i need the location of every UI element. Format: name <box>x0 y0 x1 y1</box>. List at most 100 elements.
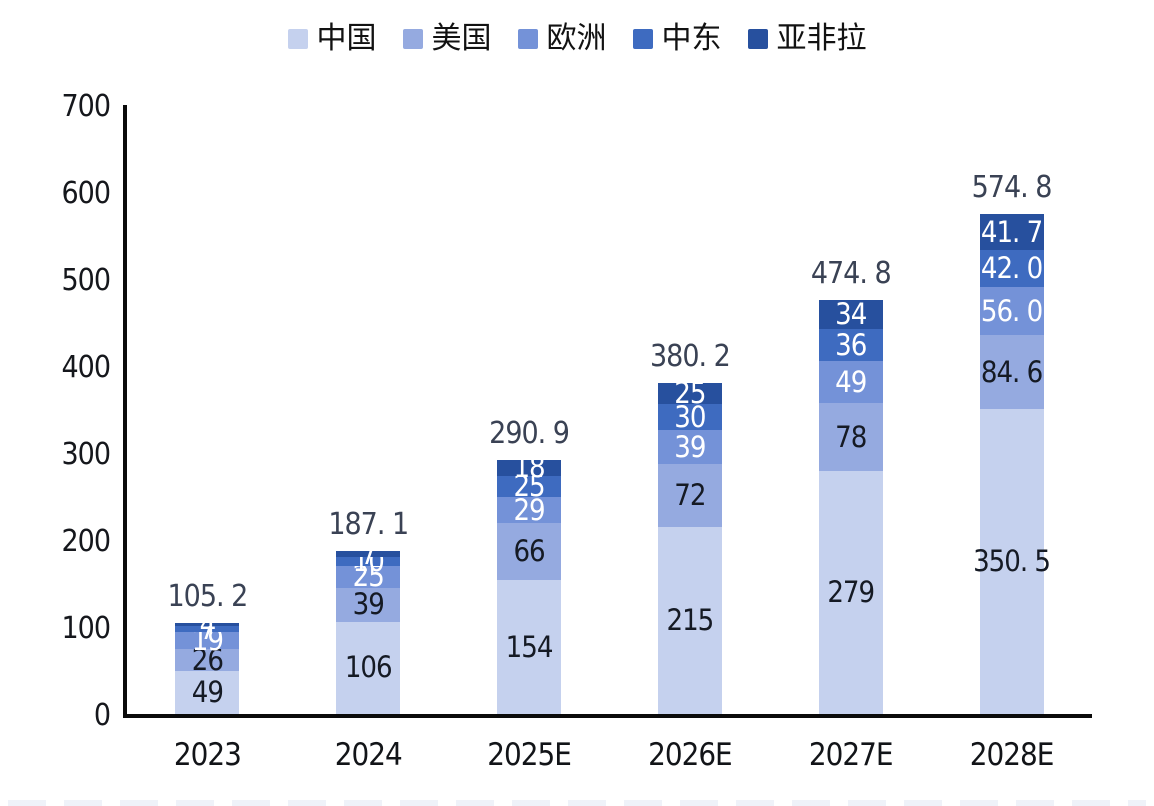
y-tick-label-300: 300 <box>61 437 111 472</box>
bar-group-2028E: 574. 8 350. 5 84. 6 56. 0 42. 0 41. 7 2028E <box>970 169 1055 770</box>
segment-value-label: 39 <box>352 587 385 622</box>
segment-value-label: 72 <box>674 478 706 513</box>
bar-stack: 279 78 49 36 34 <box>818 297 883 714</box>
bar-group-2025E: 290. 9 154 66 29 25 18 2025E <box>487 416 572 771</box>
legend-label: 美国 <box>431 21 492 56</box>
bar-segment-中东: 25 <box>497 472 562 501</box>
bar-segment-欧洲: 19 <box>175 626 240 655</box>
bar-segment-亚非拉: 41. 7 <box>979 213 1044 251</box>
bar-segment-美国: 72 <box>657 464 722 527</box>
x-axis-label-2027E: 2027E <box>808 737 894 773</box>
bar-segment-中东: 30 <box>657 399 722 434</box>
bar-group-2023: 105. 2 49 26 19 7 4 2023 <box>167 578 249 770</box>
bar-segment-亚非拉: 7 <box>336 539 401 568</box>
segment-value-label: 154 <box>505 629 554 664</box>
plot-area: 105. 2 49 26 19 7 4 2023 187. 1 106 39 25 10 7 2024 29… <box>123 105 1092 771</box>
bar-segment-欧洲: 56. 0 <box>979 286 1044 336</box>
legend-label: 中国 <box>316 21 377 56</box>
bar-stack: 350. 5 84. 6 56. 0 42. 0 41. 7 <box>973 213 1051 714</box>
bar-total-label: 187. 1 <box>328 507 409 543</box>
segment-value-label: 49 <box>191 675 224 710</box>
y-tick-label-400: 400 <box>61 350 111 385</box>
bar-group-2026E: 380. 2 215 72 39 30 25 2026E <box>648 338 733 770</box>
bar-stack: 215 72 39 30 25 <box>657 378 722 714</box>
segment-value-label: 39 <box>674 429 706 464</box>
legend-item-4: 亚非拉 <box>747 21 867 56</box>
bar-segment-中东: 36 <box>818 327 883 362</box>
bar-segment-中东: 42. 0 <box>979 250 1044 287</box>
bar-segment-欧洲: 29 <box>497 492 562 527</box>
bar-segment-中国: 106 <box>336 621 401 714</box>
segment-value-label: 215 <box>666 602 714 637</box>
segment-value-label: 279 <box>827 575 875 610</box>
bar-total-label: 474. 8 <box>810 255 892 291</box>
legend-item-0: 中国 <box>287 21 377 56</box>
legend: 中国 美国 欧洲 中东 亚非拉 <box>0 24 1154 54</box>
segment-value-label: 26 <box>191 642 224 677</box>
bar-segment-亚非拉: 4 <box>175 609 240 638</box>
legend-label: 中东 <box>661 21 722 56</box>
bar-stack: 106 39 25 10 7 <box>336 539 401 714</box>
segment-value-label: 25 <box>674 375 706 410</box>
segment-value-label: 34 <box>835 297 867 332</box>
legend-label: 亚非拉 <box>776 21 867 56</box>
legend-label: 欧洲 <box>546 21 607 56</box>
x-axis-label-2025E: 2025E <box>487 737 572 773</box>
bar-segment-美国: 78 <box>818 403 883 472</box>
x-axis-label-2028E: 2028E <box>969 737 1055 773</box>
y-tick-label-200: 200 <box>61 524 111 559</box>
bar-segment-中国: 154 <box>497 580 562 714</box>
segment-value-label: 56. 0 <box>980 293 1043 328</box>
bar-total-label: 105. 2 <box>167 578 249 614</box>
segment-value-label: 350. 5 <box>973 544 1051 579</box>
bar-group-2027E: 474. 8 279 78 49 36 34 2027E <box>809 255 894 770</box>
legend-swatch-icon <box>402 29 423 49</box>
bars-row: 105. 2 49 26 19 7 4 2023 187. 1 106 39 25 10 7 2024 29… <box>127 105 1092 771</box>
segment-value-label: 25 <box>513 469 545 504</box>
legend-swatch-icon <box>632 29 653 49</box>
bar-total-label: 380. 2 <box>649 338 731 374</box>
segment-value-label: 29 <box>513 492 545 527</box>
y-tick-label-500: 500 <box>61 263 111 298</box>
y-tick-label-100: 100 <box>61 611 111 646</box>
x-axis-label-2026E: 2026E <box>648 737 733 773</box>
bar-stack: 154 66 29 25 18 <box>497 453 562 714</box>
bar-segment-中东: 10 <box>336 547 401 576</box>
legend-swatch-icon <box>517 29 538 49</box>
legend-swatch-icon <box>287 29 308 49</box>
bar-total-label: 290. 9 <box>489 416 570 451</box>
bar-segment-美国: 26 <box>175 642 240 677</box>
y-tick-label-700: 700 <box>61 89 111 124</box>
segment-value-label: 49 <box>835 364 867 399</box>
segment-value-label: 30 <box>674 399 706 434</box>
legend-item-1: 美国 <box>402 21 492 56</box>
y-tick-label-600: 600 <box>61 176 111 211</box>
segment-value-label: 106 <box>344 650 393 685</box>
legend-item-2: 欧洲 <box>517 21 607 56</box>
bar-segment-中国: 350. 5 <box>973 409 1051 714</box>
segment-value-label: 25 <box>352 559 385 594</box>
bar-segment-中国: 49 <box>175 671 240 714</box>
bar-segment-欧洲: 25 <box>336 562 401 591</box>
bar-segment-美国: 39 <box>336 587 401 622</box>
segment-value-label: 36 <box>835 327 867 362</box>
segment-value-label: 78 <box>835 419 867 454</box>
legend-item-3: 中东 <box>632 21 722 56</box>
bar-stack: 49 26 19 7 4 <box>175 609 240 714</box>
bar-segment-美国: 84. 6 <box>979 335 1044 410</box>
x-axis-label-2024: 2024 <box>334 737 403 773</box>
y-tick-label-0: 0 <box>93 698 111 733</box>
bar-segment-美国: 66 <box>497 522 562 581</box>
segment-value-label: 41. 7 <box>980 214 1043 249</box>
segment-value-label: 66 <box>513 533 545 568</box>
cropped-caption-strip <box>8 800 1146 806</box>
legend-swatch-icon <box>747 29 768 49</box>
segment-value-label: 84. 6 <box>980 354 1043 389</box>
bar-segment-亚非拉: 25 <box>657 378 722 407</box>
bar-segment-中国: 279 <box>818 471 883 714</box>
bar-total-label: 574. 8 <box>971 169 1053 205</box>
x-axis-label-2023: 2023 <box>173 737 242 773</box>
bar-segment-亚非拉: 34 <box>818 297 883 332</box>
bar-segment-中国: 215 <box>657 526 722 714</box>
